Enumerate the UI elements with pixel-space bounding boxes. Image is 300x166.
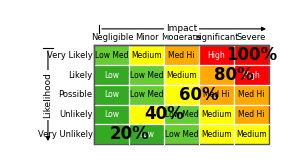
Text: 20%: 20% (110, 125, 149, 143)
Text: Significant: Significant (194, 33, 239, 42)
Text: Low Med: Low Med (130, 90, 164, 99)
Text: Low Med: Low Med (165, 130, 198, 139)
Text: High: High (242, 71, 260, 80)
Bar (234, 85, 269, 105)
Bar (129, 105, 164, 124)
Bar (164, 105, 199, 124)
Bar (164, 124, 199, 144)
Text: 60%: 60% (179, 86, 219, 104)
Text: Moderate: Moderate (162, 33, 202, 42)
Bar (164, 85, 199, 105)
Text: Medium: Medium (131, 51, 162, 60)
Bar (164, 45, 199, 65)
Text: Low Med: Low Med (130, 71, 164, 80)
Bar (199, 45, 234, 65)
Text: Severe: Severe (237, 33, 266, 42)
Bar (234, 105, 269, 124)
Bar (129, 65, 164, 85)
Text: Unlikely: Unlikely (59, 110, 93, 119)
Text: 40%: 40% (144, 105, 184, 123)
Bar (199, 65, 234, 85)
Text: Low: Low (104, 71, 119, 80)
Text: Impact: Impact (166, 24, 197, 33)
Text: Minor: Minor (135, 33, 159, 42)
Bar (129, 124, 164, 144)
Text: Med Hi: Med Hi (203, 90, 230, 99)
Bar (94, 45, 129, 65)
Text: Low: Low (139, 130, 154, 139)
Text: Medium: Medium (201, 110, 232, 119)
Bar (199, 105, 234, 124)
Text: Negligible: Negligible (91, 33, 133, 42)
Text: Medium: Medium (236, 130, 267, 139)
Text: Med Hi: Med Hi (238, 90, 265, 99)
Text: Medium: Medium (201, 130, 232, 139)
Bar (234, 45, 269, 65)
Text: Possible: Possible (58, 90, 93, 99)
Bar (94, 124, 129, 144)
Text: Likelihood: Likelihood (44, 72, 52, 118)
Text: 80%: 80% (214, 66, 254, 84)
Bar (94, 45, 269, 144)
Text: Very Unlikely: Very Unlikely (38, 130, 93, 139)
Text: Low Med: Low Med (165, 110, 198, 119)
Text: Very Likely: Very Likely (47, 51, 93, 60)
Bar (94, 65, 129, 85)
Bar (234, 65, 269, 85)
Bar (164, 65, 199, 85)
Bar (94, 105, 129, 124)
Bar (234, 124, 269, 144)
Text: 100%: 100% (226, 46, 277, 64)
Bar (94, 85, 129, 105)
Text: Med Hi: Med Hi (168, 51, 195, 60)
Text: Med Hi: Med Hi (238, 110, 265, 119)
Bar (129, 85, 164, 105)
Bar (199, 124, 234, 144)
Text: Likely: Likely (68, 71, 93, 80)
Text: Low: Low (104, 110, 119, 119)
Bar (199, 85, 234, 105)
Text: Medium: Medium (166, 71, 197, 80)
Text: Low Med: Low Med (95, 51, 129, 60)
Text: Low: Low (104, 90, 119, 99)
Bar (129, 45, 164, 65)
Text: High: High (208, 51, 225, 60)
